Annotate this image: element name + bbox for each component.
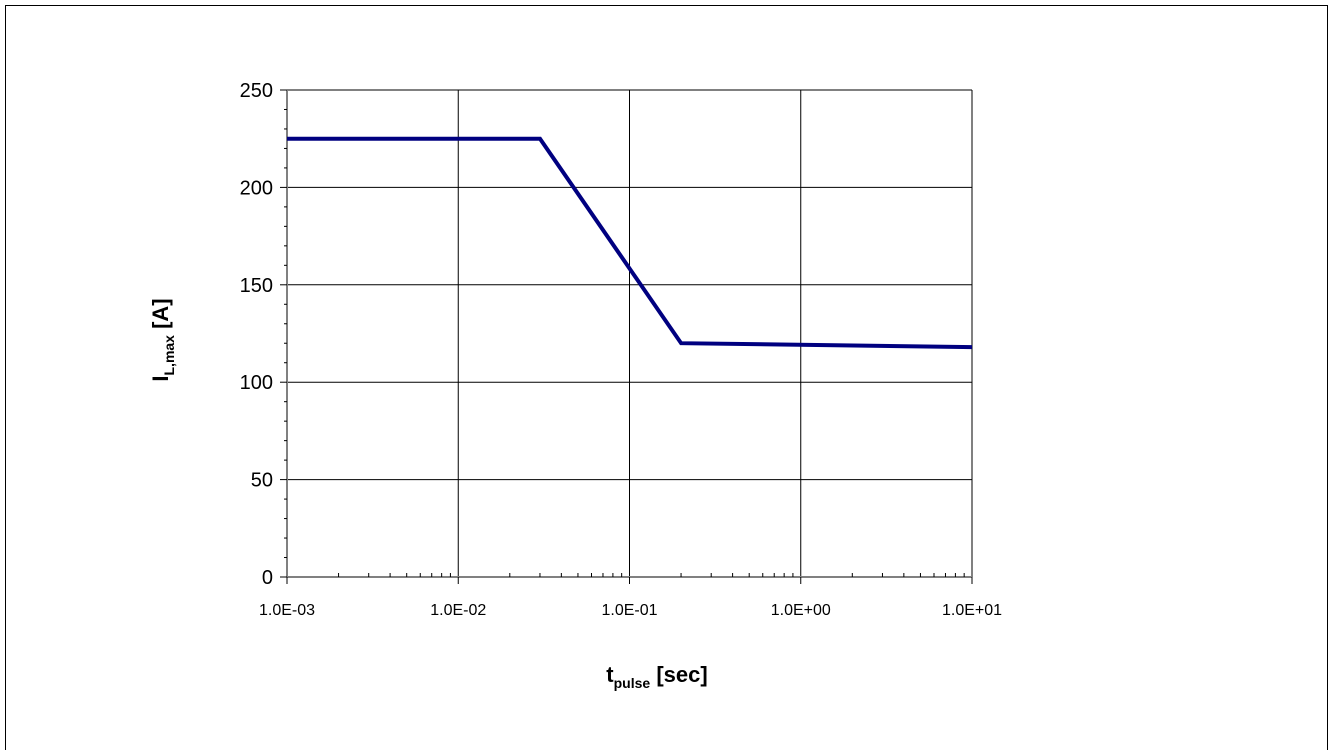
chart-frame [5,5,1328,750]
x-tick-label: 1.0E+01 [942,602,1002,619]
x-axis-title: tpulse [sec] [606,662,707,691]
x-tick-label: 1.0E+00 [771,602,831,619]
series-line [287,136,973,350]
x-tick-labels: 1.0E-03 1.0E-02 1.0E-01 1.0E+00 1.0E+01 [259,602,1002,619]
x-axis-title-sub: pulse [614,675,651,691]
axes [280,89,973,584]
x-tick-label: 1.0E-03 [259,602,315,619]
y-tick-label: 200 [240,177,273,199]
series-layer [287,136,973,350]
x-axis-title-rest: [sec] [650,662,707,687]
y-axis-title: IL,max [A] [148,298,177,381]
y-tick-label: 100 [240,372,273,394]
x-tick-label: 1.0E-02 [430,602,486,619]
y-tick-labels: 0 50 100 150 200 250 [240,80,273,589]
y-axis-title-rest: [A] [148,298,173,335]
y-axis-title-main: I [148,376,173,382]
grid [287,89,973,577]
y-tick-label: 250 [240,80,273,102]
y-axis-title-sub: L,max [161,335,177,376]
y-tick-label: 150 [240,275,273,297]
x-axis-title-main: t [606,662,614,687]
x-tick-label: 1.0E-01 [601,602,657,619]
y-tick-label: 0 [262,567,273,589]
y-tick-label: 50 [251,470,273,492]
